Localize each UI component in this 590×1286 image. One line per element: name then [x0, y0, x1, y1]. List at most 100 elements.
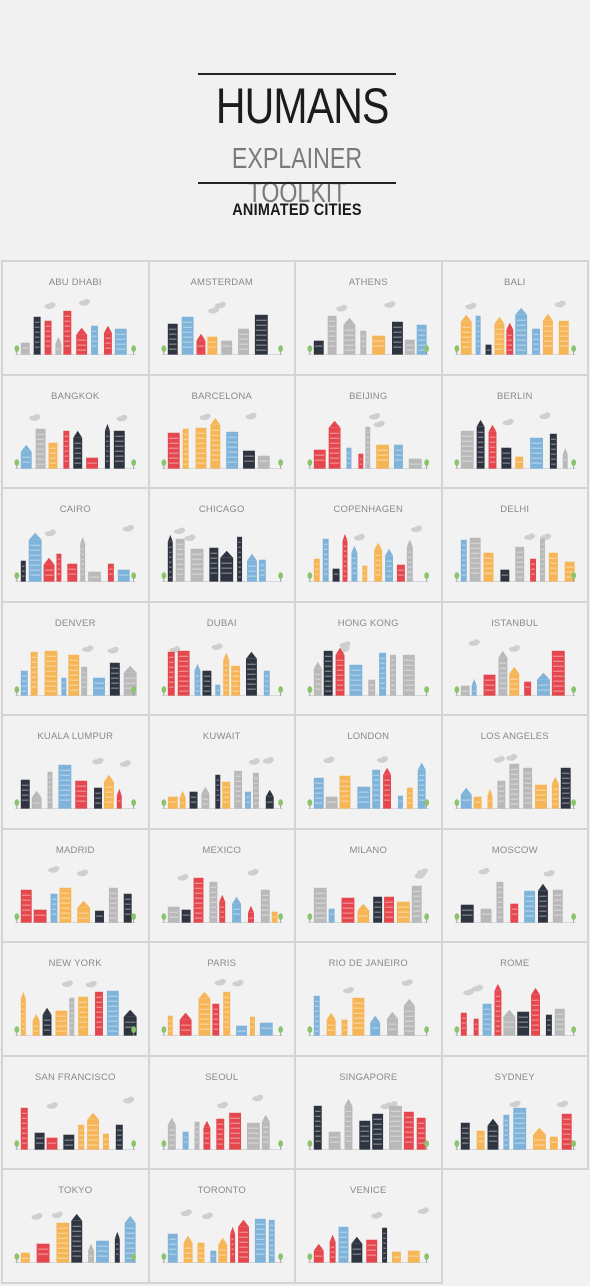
building-icon: [196, 333, 205, 355]
tree-icon: [307, 345, 313, 355]
tree-icon: [277, 345, 283, 355]
city-tile: SEOUL: [149, 1056, 296, 1171]
building-icon: [373, 896, 383, 923]
cloud-icon: [214, 979, 226, 986]
cairo-skyline-icon: [14, 524, 137, 583]
city-label: DUBAI: [206, 617, 237, 629]
building-icon: [91, 325, 99, 355]
building-icon: [460, 430, 474, 469]
building-icon: [109, 662, 120, 696]
city-label: PARIS: [207, 958, 237, 970]
abu-dhabi-skyline-icon: [14, 298, 137, 356]
building-icon: [344, 1098, 353, 1150]
city-grid: ABU DHABI AMSTERDAM ATHENS BALI BANGKOK BARCE…: [1, 260, 589, 1284]
tree-icon: [453, 572, 459, 582]
cloud-icon: [119, 760, 131, 768]
building-icon: [167, 1016, 173, 1036]
city-tile: TORONTO: [149, 1170, 296, 1284]
tree-icon: [424, 1026, 430, 1036]
city-label: CAIRO: [59, 504, 91, 516]
building-icon: [485, 344, 491, 355]
city-tile: AMSTERDAM: [149, 262, 296, 376]
building-icon: [218, 894, 225, 923]
tree-icon: [424, 685, 430, 696]
building-icon: [44, 320, 52, 355]
building-icon: [230, 665, 240, 696]
tree-icon: [453, 799, 459, 809]
building-icon: [113, 430, 125, 469]
tree-icon: [453, 345, 459, 355]
tree-icon: [453, 458, 459, 469]
city-label: ATHENS: [348, 277, 388, 288]
tree-icon: [131, 1253, 137, 1264]
cloud-icon: [78, 298, 90, 306]
building-icon: [469, 537, 481, 582]
building-icon: [497, 650, 507, 696]
building-icon: [194, 1121, 199, 1150]
building-icon: [534, 784, 547, 809]
building-icon: [529, 437, 543, 469]
building-icon: [107, 563, 114, 582]
milano-skyline-icon: [307, 868, 430, 923]
building-icon: [502, 1010, 515, 1036]
building-icon: [473, 796, 482, 809]
seoul-skyline-icon: [160, 1094, 283, 1150]
city-tile: DUBAI: [149, 602, 296, 717]
kuala-lumpur-skyline-icon: [14, 757, 137, 810]
building-icon: [313, 340, 324, 355]
cloud-icon: [471, 985, 483, 992]
cloud-icon: [493, 756, 505, 763]
tree-icon: [307, 572, 313, 582]
tree-icon: [277, 1140, 283, 1150]
tree-icon: [307, 1253, 313, 1264]
building-icon: [261, 1114, 270, 1150]
istanbul-skyline-icon: [453, 638, 576, 696]
building-icon: [516, 1012, 529, 1036]
tree-icon: [307, 913, 313, 923]
title-bottom-rule: [198, 182, 396, 184]
building-icon: [30, 651, 38, 696]
building-icon: [35, 428, 46, 469]
city-label: TORONTO: [197, 1185, 247, 1197]
cloud-icon: [210, 642, 222, 650]
building-icon: [505, 322, 513, 355]
building-icon: [404, 339, 415, 355]
city-label: AMSTERDAM: [190, 277, 253, 288]
building-icon: [103, 325, 112, 355]
cloud-icon: [373, 420, 385, 427]
cloud-icon: [542, 869, 555, 877]
cloud-icon: [214, 301, 226, 309]
building-icon: [36, 1244, 50, 1264]
building-icon: [103, 774, 114, 809]
bangkok-skyline-icon: [14, 413, 137, 469]
building-icon: [374, 542, 383, 582]
building-icon: [235, 1025, 247, 1036]
city-tile: SINGAPORE: [296, 1056, 443, 1171]
building-icon: [523, 890, 535, 923]
building-icon: [382, 1228, 388, 1264]
building-icon: [532, 1127, 546, 1150]
building-icon: [181, 316, 194, 355]
building-icon: [195, 427, 206, 469]
building-icon: [407, 1251, 420, 1264]
building-icon: [244, 791, 251, 809]
tree-icon: [14, 572, 20, 582]
building-icon: [197, 1243, 204, 1264]
tree-icon: [160, 345, 166, 355]
toronto-skyline-icon: [160, 1209, 283, 1264]
city-label: DELHI: [500, 504, 530, 516]
building-icon: [95, 992, 103, 1036]
cloud-icon: [462, 988, 474, 996]
new-york-skyline-icon: [14, 980, 137, 1037]
city-label: BERLIN: [496, 390, 533, 402]
tree-icon: [160, 685, 166, 696]
tokyo-skyline-icon: [14, 1211, 137, 1264]
tree-icon: [14, 685, 20, 696]
tree-icon: [277, 458, 283, 469]
building-icon: [514, 546, 524, 582]
building-icon: [460, 685, 470, 696]
building-icon: [167, 534, 173, 582]
building-icon: [368, 679, 376, 696]
city-tile: ATHENS: [296, 262, 443, 376]
building-icon: [338, 1227, 349, 1264]
